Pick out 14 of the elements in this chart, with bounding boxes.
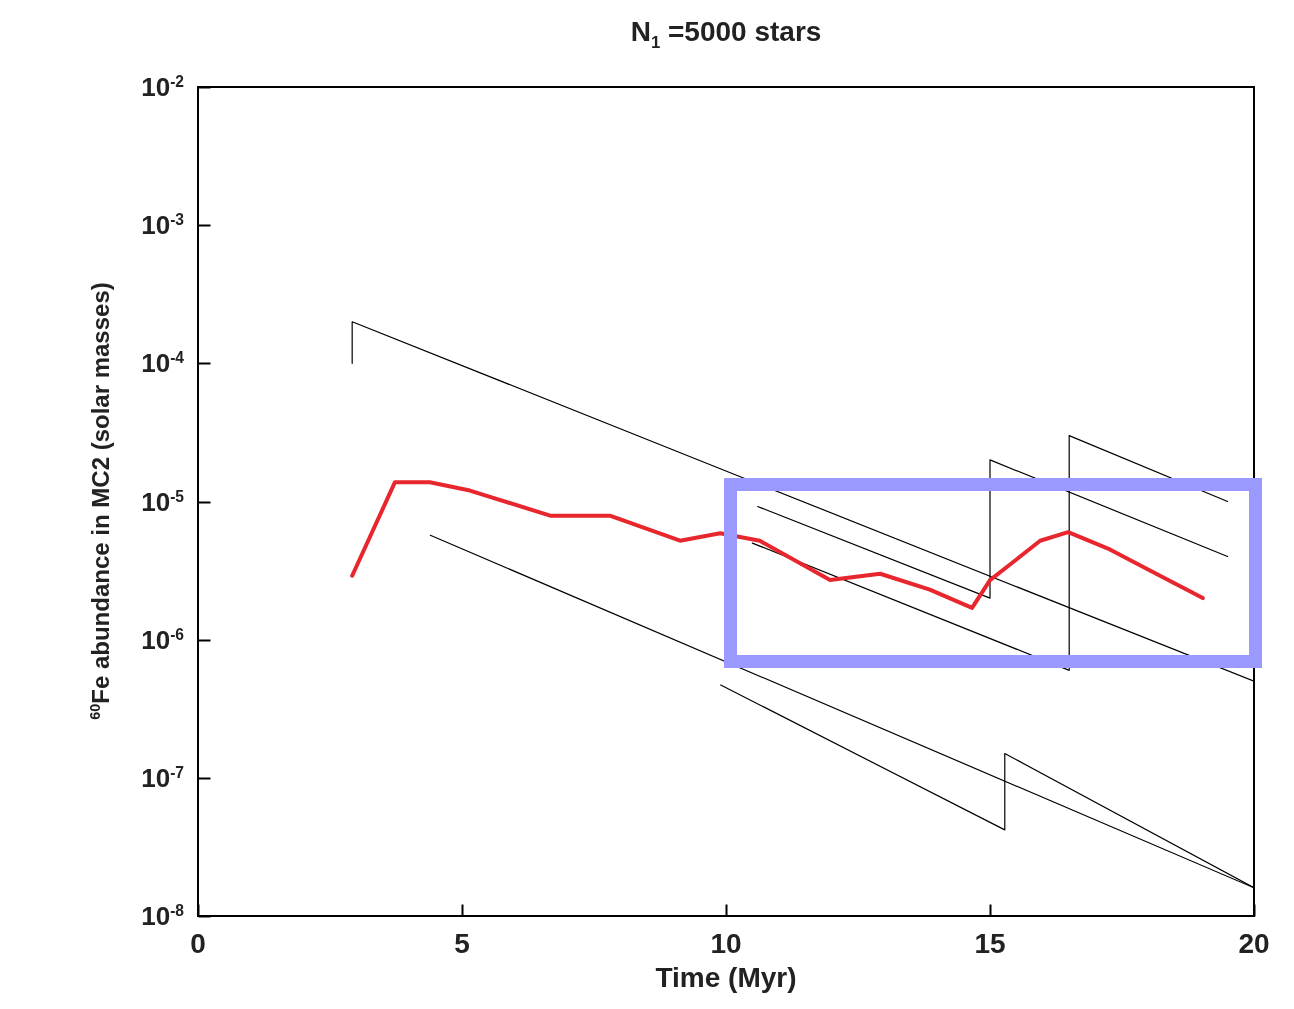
y-tick-label: 10$^{-2}$ — [141, 72, 184, 103]
x-tick-label: 15 — [974, 928, 1006, 959]
y-tick-label: 10$^{-3}$ — [141, 210, 184, 241]
y-tick-label: 10$^{-4}$ — [141, 348, 184, 379]
x-tick-label: 0 — [190, 928, 206, 959]
y-tick-label: 10$^{-6}$ — [141, 624, 184, 655]
y-tick-label: 10$^{-5}$ — [141, 486, 184, 517]
chart-title: N$_{1}$ =5000 stars — [630, 16, 822, 52]
x-tick-label: 20 — [1238, 928, 1270, 959]
y-tick-label: 10$^{-7}$ — [141, 763, 184, 794]
y-tick-label: 10$^{-8}$ — [141, 901, 184, 932]
x-axis-title: Time (Myr) — [655, 962, 797, 993]
x-tick-label: 10 — [710, 928, 742, 959]
x-tick-label: 5 — [454, 928, 470, 959]
